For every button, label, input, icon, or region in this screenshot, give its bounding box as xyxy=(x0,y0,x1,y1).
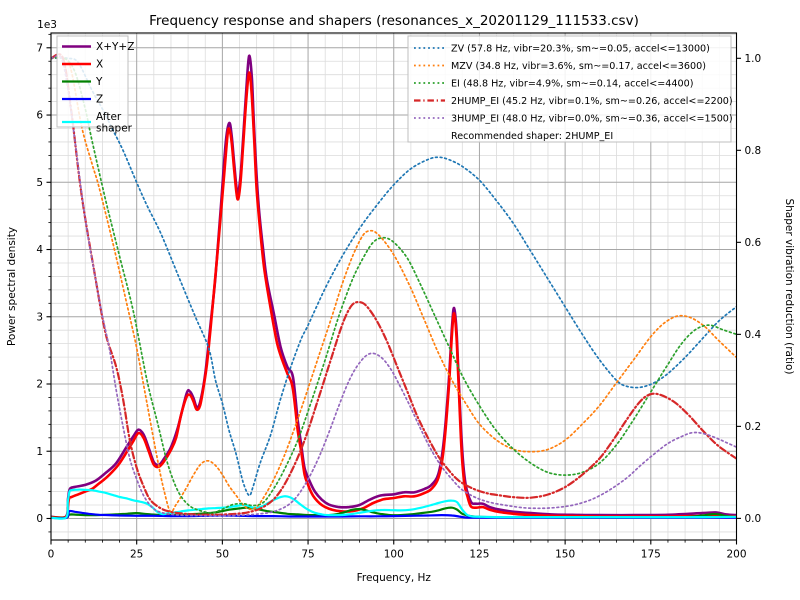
legend-label: 2HUMP_EI (45.2 Hz, vibr=0.1%, sm~=0.26, … xyxy=(451,96,733,107)
shaper-curve-ZV xyxy=(51,57,737,497)
shaper-curve-MZV xyxy=(51,56,737,513)
legend-label: MZV (34.8 Hz, vibr=3.6%, sm~=0.17, accel… xyxy=(451,61,706,72)
x-tick-label: 25 xyxy=(130,549,143,561)
legend-label: After xyxy=(96,111,122,123)
legend-label: X xyxy=(96,59,103,71)
x-tick-label: 175 xyxy=(641,549,661,561)
left-axis-label: Power spectral density xyxy=(6,227,18,346)
x-tick-label: 0 xyxy=(48,549,55,561)
right-tick-label: 0.6 xyxy=(745,237,762,249)
legend-label: EI (48.8 Hz, vibr=4.9%, sm~=0.14, accel<… xyxy=(451,78,693,89)
shaper-curve-EI xyxy=(51,56,737,514)
left-tick-label: 6 xyxy=(36,110,43,122)
series xyxy=(51,53,737,520)
left-tick-label: 3 xyxy=(36,311,43,323)
x-axis-label: Frequency, Hz xyxy=(357,572,432,584)
left-tick-label: 7 xyxy=(36,42,43,54)
left-tick-label: 2 xyxy=(36,379,43,391)
shaper-legend: ZV (57.8 Hz, vibr=20.3%, sm~=0.05, accel… xyxy=(407,35,733,143)
x-tick-label: 50 xyxy=(216,549,229,561)
right-tick-label: 0.4 xyxy=(745,329,762,341)
left-tick-label: 4 xyxy=(36,244,43,256)
shaper-legend-box xyxy=(407,35,732,143)
x-tick-label: 75 xyxy=(301,549,314,561)
legend-label: 3HUMP_EI (48.0 Hz, vibr=0.0%, sm~=0.36, … xyxy=(451,113,733,124)
right-axis-label: Shaper vibration reduction (ratio) xyxy=(783,198,795,374)
axes: 0 25 50 75 100 125 150 175 200 0 1 2 3 4 5 6 7 0.0 0.2 0.4 0… xyxy=(6,19,795,584)
psd-curve-X-Y-Z xyxy=(51,54,737,520)
left-tick-label: 1 xyxy=(36,446,43,458)
legend-label: Y xyxy=(95,76,103,88)
right-tick-label: 1.0 xyxy=(745,53,762,65)
legend-label: shaper xyxy=(96,123,133,135)
right-tick-label: 0.8 xyxy=(745,145,762,157)
psd-curve-X xyxy=(51,71,737,519)
shaper-curve-2HUMP_EI xyxy=(51,53,737,516)
x-tick-label: 100 xyxy=(384,549,404,561)
x-tick-label: 150 xyxy=(555,549,575,561)
legend-label: Z xyxy=(96,94,103,106)
right-tick-label: 0.0 xyxy=(745,513,762,525)
recommended-shaper-label: Recommended shaper: 2HUMP_EI xyxy=(451,131,613,142)
left-tick-label: 0 xyxy=(36,513,43,525)
x-tick-label: 200 xyxy=(726,549,746,561)
shaper-curve-3HUMP_EI xyxy=(51,55,737,517)
left-tick-label: 5 xyxy=(36,177,43,189)
x-tick-label: 125 xyxy=(469,549,489,561)
legend-label: X+Y+Z xyxy=(96,41,134,53)
chart-title: Frequency response and shapers (resonanc… xyxy=(149,13,639,29)
left-axis-offset: 1e3 xyxy=(37,19,57,31)
right-tick-label: 0.2 xyxy=(745,421,762,433)
legend-label: ZV (57.8 Hz, vibr=20.3%, sm~=0.05, accel… xyxy=(451,43,710,54)
